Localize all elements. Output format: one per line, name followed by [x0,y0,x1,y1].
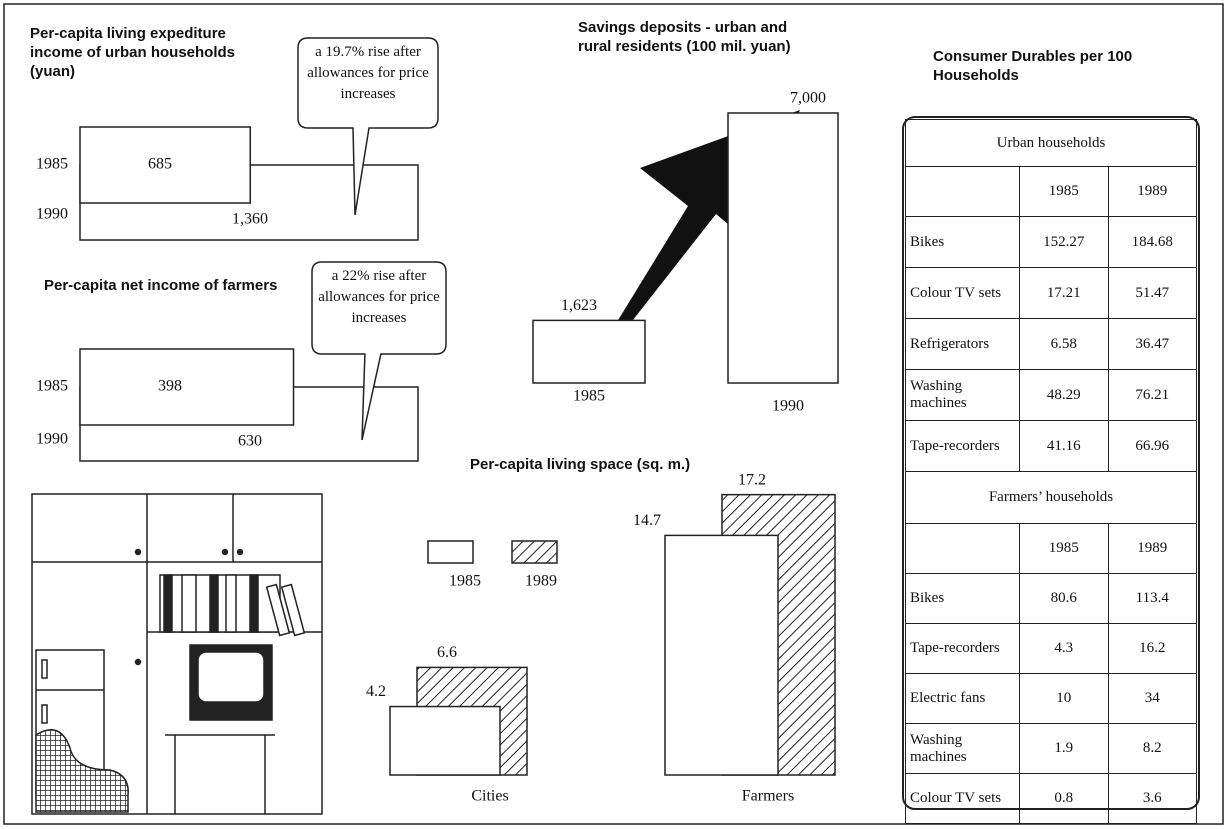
table-cell: 41.16 [1020,421,1109,472]
table-cell: 16.2 [1108,624,1197,674]
row-label: Electric fans [906,674,1020,724]
legend-label: 1989 [525,573,557,590]
category-label: 1990 [36,206,68,223]
table-cell: 36.47 [1108,319,1197,370]
category-label: 1990 [772,398,804,415]
value-label: 1,623 [561,297,597,314]
chart-title: Per-capita living space (sq. m.) [470,455,790,474]
category-label: 1985 [573,388,605,405]
row-label: Washing machines [906,724,1020,774]
section-heading: Farmers’ households [906,472,1197,524]
table-title: Consumer Durables per 100 Households [933,47,1168,85]
table-cell: 113.4 [1108,574,1197,624]
column-header: 1989 [1108,167,1197,217]
value-label: 630 [238,433,262,450]
value-label: 14.7 [633,512,661,529]
value-label: 1,360 [232,211,268,228]
category-label: 1985 [36,156,68,173]
table-cell: 0.8 [1020,774,1109,824]
category-label: 1985 [36,378,68,395]
table-cell: 10 [1020,674,1109,724]
value-label: 7,000 [790,90,826,107]
annotation: a 22% rise after allowances for price in… [316,266,442,329]
row-label: Bikes [906,217,1020,268]
row-label: Tape-recorders [906,624,1020,674]
table-cell: 3.6 [1108,774,1197,824]
table-cell: 48.29 [1020,370,1109,421]
table-cell: 4.3 [1020,624,1109,674]
section-heading-row: Farmers’ households [906,472,1197,524]
chart-title: Per-capita living expediture income of u… [30,24,270,81]
table-cell: 66.96 [1108,421,1197,472]
table-cell: 76.21 [1108,370,1197,421]
annotation: a 19.7% rise after allowances for price … [302,42,434,105]
legend-swatch [428,541,473,563]
column-header: 1985 [1020,524,1109,574]
table-cell: 1.9 [1020,724,1109,774]
value-label: 398 [158,378,182,395]
section-heading: Urban households [906,120,1197,167]
row-label: Washing machines [906,370,1020,421]
table-cell: 17.21 [1020,268,1109,319]
empty-cell [906,524,1020,574]
table-cell: 8.2 [1108,724,1197,774]
chart-title: Savings deposits - urban and rural resid… [578,18,823,56]
category-label: Farmers [742,788,794,805]
category-label: Cities [471,788,508,805]
row-label: Colour TV sets [906,774,1020,824]
row-label: Refrigerators [906,319,1020,370]
table-cell: 80.6 [1020,574,1109,624]
column-header: 1985 [1020,167,1109,217]
furniture-illustration [32,494,322,814]
value-label: 4.2 [366,683,386,700]
bar [80,349,294,425]
empty-cell [906,167,1020,217]
category-label: 1990 [36,431,68,448]
bar [728,113,838,383]
row-label: Tape-recorders [906,421,1020,472]
table-cell: 6.58 [1020,319,1109,370]
bar [665,535,778,775]
bar [390,707,500,775]
table-cell: 184.68 [1108,217,1197,268]
value-label: 685 [148,156,172,173]
row-label: Colour TV sets [906,268,1020,319]
chart-title: Per-capita net income of farmers [44,276,284,295]
legend-swatch [512,541,557,563]
table-cell: 51.47 [1108,268,1197,319]
bar [533,320,645,383]
infographic: 1985 685 1990 1,360 1985 398 1990 630 1,623 1985 7… [0,0,1228,829]
value-label: 6.6 [437,644,457,661]
section-heading-row: Urban households [906,120,1197,167]
legend-label: 1985 [449,573,481,590]
table-cell: 34 [1108,674,1197,724]
row-label: Bikes [906,574,1020,624]
column-header: 1989 [1108,524,1197,574]
table-cell: 152.27 [1020,217,1109,268]
